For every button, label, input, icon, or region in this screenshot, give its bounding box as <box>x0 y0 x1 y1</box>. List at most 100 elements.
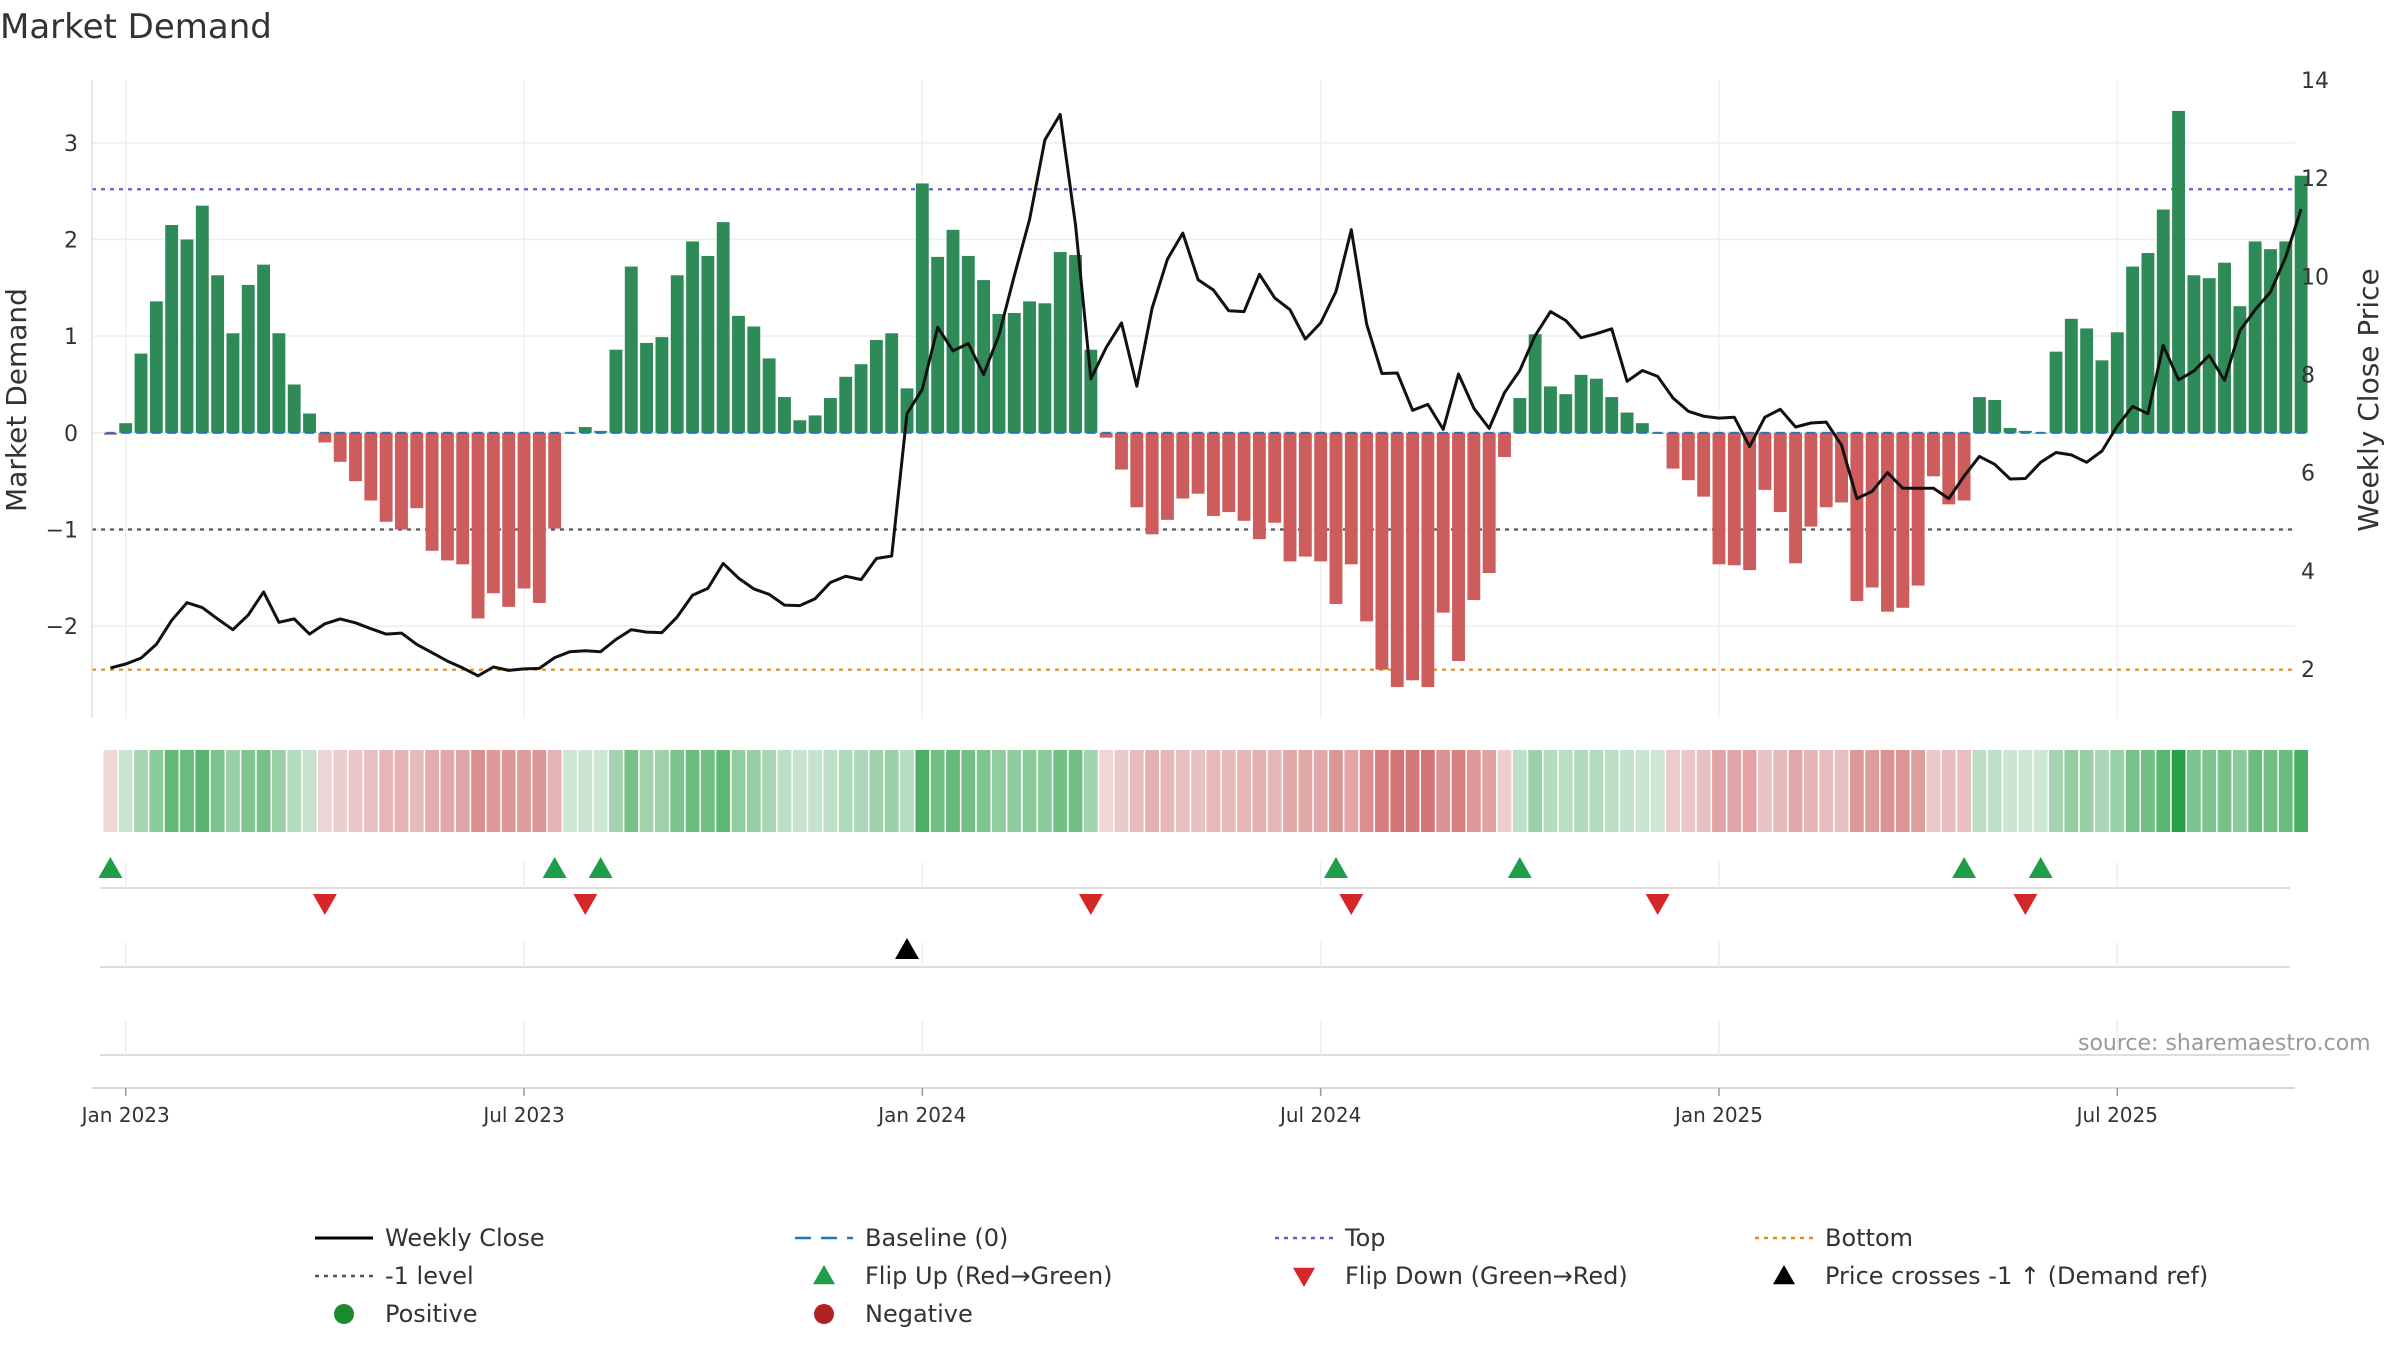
heat-cell <box>180 750 194 832</box>
demand-bar <box>1023 301 1037 433</box>
demand-bar <box>410 432 424 509</box>
heat-cell <box>272 750 286 832</box>
event-markers <box>98 857 2290 1056</box>
flip-up-marker <box>542 857 567 878</box>
y-axis-ticks: 3 2 1 0 −1 −2 <box>46 132 78 640</box>
y2-axis-label: Weekly Close Price <box>2352 268 2385 531</box>
heat-cell <box>486 750 501 832</box>
heat-cell <box>961 750 976 832</box>
heat-cell <box>1466 750 1481 832</box>
demand-bars <box>103 110 2308 688</box>
demand-bar <box>318 432 332 443</box>
demand-bar <box>2248 241 2262 433</box>
demand-bar <box>578 427 592 433</box>
legend-item: -1 level <box>315 1262 474 1290</box>
heat-cell <box>363 750 378 832</box>
heat-cell <box>1666 750 1680 832</box>
heat-cell <box>2186 750 2201 832</box>
demand-bar <box>2264 249 2277 433</box>
demand-bar <box>1252 432 1266 540</box>
heat-cell <box>134 750 148 832</box>
heat-cell <box>762 750 777 832</box>
heat-cell <box>1528 750 1543 832</box>
weekly-close-line <box>110 112 2303 678</box>
legend-item: Flip Up (Red→Green) <box>813 1262 1113 1290</box>
demand-bar <box>946 229 960 433</box>
demand-bar <box>1283 432 1297 562</box>
heat-cell <box>746 750 761 832</box>
demand-bar <box>349 432 362 482</box>
demand-bar <box>609 349 623 433</box>
heat-cell <box>1788 750 1803 832</box>
demand-bar <box>686 241 699 433</box>
x-tick-label: Jan 2024 <box>876 1103 966 1127</box>
demand-bar <box>1589 378 1603 433</box>
heat-cell <box>1053 750 1068 832</box>
demand-bar <box>839 376 853 433</box>
demand-bar <box>1544 386 1557 433</box>
heat-cell <box>1482 750 1497 832</box>
y-axis-label: Market Demand <box>0 288 33 512</box>
legend-label: Top <box>1344 1224 1386 1252</box>
demand-bar <box>1743 432 1757 571</box>
y-tick-label: −2 <box>46 615 78 640</box>
heat-cell <box>1436 750 1451 832</box>
demand-bar <box>502 432 516 607</box>
demand-bar <box>732 315 745 433</box>
demand-bar <box>303 413 316 433</box>
demand-bar <box>793 420 807 433</box>
heat-cell <box>1283 750 1297 832</box>
heat-cell <box>1344 750 1359 832</box>
reference-lines <box>92 188 2295 671</box>
demand-bar <box>670 275 684 433</box>
demand-bar <box>1436 432 1450 613</box>
legend-swatch <box>1293 1267 1315 1287</box>
heat-cell <box>884 750 899 832</box>
flip-up-marker <box>588 857 613 878</box>
demand-bar <box>1635 423 1649 433</box>
demand-bar <box>1406 432 1420 681</box>
heat-cell <box>1712 750 1726 832</box>
legend-label: Price crosses -1 ↑ (Demand ref) <box>1825 1262 2208 1290</box>
heat-cell <box>1574 750 1588 832</box>
demand-bar <box>548 432 562 529</box>
heat-cell <box>930 750 945 832</box>
demand-bar <box>869 340 883 433</box>
legend-label: -1 level <box>385 1262 474 1290</box>
legend-label: Bottom <box>1825 1224 1913 1252</box>
axes <box>91 80 2295 1089</box>
heat-cell <box>1589 750 1604 832</box>
demand-bar <box>456 432 470 565</box>
flip-up-marker <box>1952 857 1977 878</box>
heat-cell <box>609 750 623 832</box>
heat-cell <box>1359 750 1374 832</box>
heat-cell <box>2079 750 2094 832</box>
flip-down-marker <box>312 894 337 915</box>
heat-cell <box>1313 750 1328 832</box>
demand-bar <box>425 432 439 551</box>
legend-label: Negative <box>865 1300 973 1328</box>
y-tick-label: −1 <box>46 519 78 544</box>
demand-bar <box>624 266 638 433</box>
heat-cell <box>1604 750 1619 832</box>
heat-cell <box>1742 750 1757 832</box>
demand-bar <box>241 284 255 433</box>
demand-bar <box>1084 349 1098 433</box>
heat-cell <box>578 750 593 832</box>
demand-bar <box>885 333 899 433</box>
demand-bar <box>1314 432 1328 562</box>
demand-bar <box>747 326 761 433</box>
legend-label: Weekly Close <box>385 1224 545 1252</box>
heat-cell <box>1696 750 1711 832</box>
demand-bar <box>2156 209 2170 433</box>
heat-cell <box>946 750 960 832</box>
legend-label: Positive <box>385 1300 478 1328</box>
heat-cell <box>685 750 700 832</box>
legend-item: Flip Down (Green→Red) <box>1293 1262 1628 1290</box>
heat-cell <box>2018 750 2033 832</box>
heat-cell <box>1941 750 1956 832</box>
demand-bar <box>2187 275 2201 433</box>
heat-cell <box>1252 750 1267 832</box>
heat-cell <box>670 750 685 832</box>
